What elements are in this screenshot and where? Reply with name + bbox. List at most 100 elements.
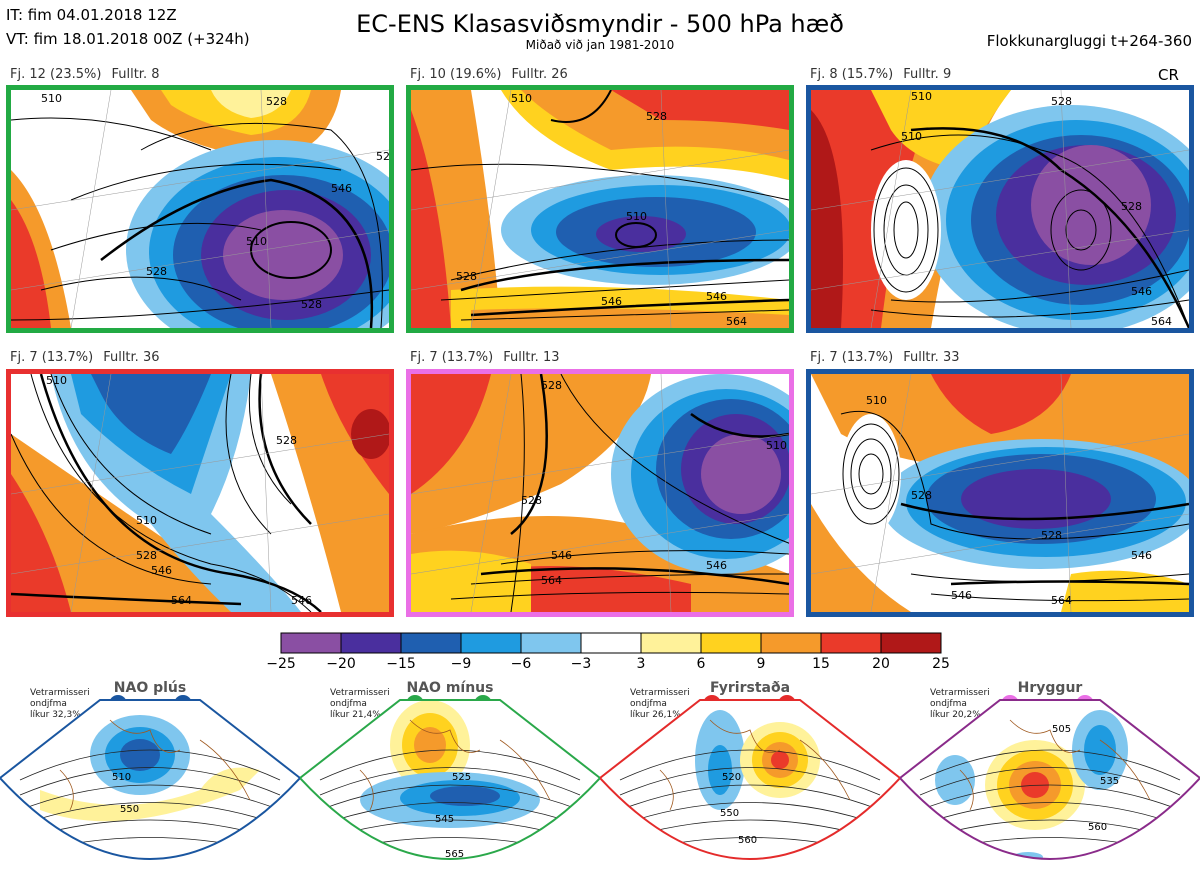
- contour-label: 510: [911, 90, 932, 103]
- contour-label: 546: [331, 182, 352, 195]
- contour-label: 528: [1121, 200, 1142, 213]
- regime-ridge: Hryggur Vetrarmisseri ondjfma líkur 20,2% …: [900, 680, 1200, 871]
- colorbar-tick-label: 9: [756, 656, 766, 672]
- page-title: EC-ENS Klasasviðsmyndir - 500 hPa hæð: [356, 10, 844, 38]
- colorbar-tick-label: −25: [266, 656, 296, 672]
- cluster-size: Fj. 7 (13.7%): [10, 350, 94, 365]
- valid-time: VT: fim 18.01.2018 00Z (+324h): [6, 30, 250, 48]
- contour-label: 510: [41, 92, 62, 105]
- isoline-label: 560: [1088, 822, 1107, 833]
- contour-label: 528: [146, 265, 167, 278]
- isoline-label: 565: [445, 849, 464, 860]
- anomaly-colorbar: [280, 632, 942, 654]
- page-subtitle: Miðað við jan 1981-2010: [525, 38, 675, 52]
- colorbar-tick-label: 25: [932, 656, 950, 672]
- isoline-label: 550: [120, 804, 139, 815]
- contour-label: 546: [551, 549, 572, 562]
- colorbar-tick-label: −6: [510, 656, 532, 672]
- contour-label: 528: [646, 110, 667, 123]
- colorbar-swatch: [460, 632, 522, 654]
- contour-label: 546: [706, 559, 727, 572]
- colorbar-swatch: [280, 632, 342, 654]
- representative: Fulltr. 13: [503, 350, 560, 365]
- regime-nao-plus: NAO plús Vetrarmisseri ondjfma líkur 32,3%…: [0, 680, 300, 871]
- isoline-label: 545: [435, 814, 454, 825]
- colorbar-swatch: [520, 632, 582, 654]
- regime-map-nao-plus: 510 550: [0, 695, 300, 860]
- contour-label: 510: [866, 394, 887, 407]
- cluster-size: Fj. 7 (13.7%): [410, 350, 494, 365]
- cluster-size: Fj. 7 (13.7%): [810, 350, 894, 365]
- init-time: IT: fim 04.01.2018 12Z: [6, 6, 177, 24]
- isoline-label: 510: [112, 772, 131, 783]
- colorbar-tick-label: −15: [386, 656, 416, 672]
- colorbar-swatch: [640, 632, 702, 654]
- contour-label: 528: [541, 379, 562, 392]
- contour-label: 564: [1051, 594, 1072, 607]
- colorbar-tick-label: −20: [326, 656, 356, 672]
- contour-label: 528: [1041, 529, 1062, 542]
- regime-title: NAO plús: [113, 680, 187, 696]
- cluster-map-6: 510 528 546 546 528 564: [806, 369, 1194, 617]
- representative: Fulltr. 8: [111, 67, 160, 82]
- contour-label: 510: [901, 130, 922, 143]
- regime-title: Hryggur: [1017, 680, 1083, 696]
- regime-title: Fyrirstaða: [709, 680, 791, 696]
- contour-label: 528: [266, 95, 287, 108]
- contour-label: 510: [46, 374, 67, 387]
- colorbar-tick-label: 3: [636, 656, 646, 672]
- representative: Fulltr. 9: [903, 67, 952, 82]
- representative: Fulltr. 26: [511, 67, 568, 82]
- cluster-size: Fj. 12 (23.5%): [10, 67, 102, 82]
- contour-label: 546: [951, 589, 972, 602]
- colorbar-swatch: [400, 632, 462, 654]
- colorbar-swatch: [820, 632, 882, 654]
- colorbar-tick-label: 15: [812, 656, 830, 672]
- colorbar-swatch: [340, 632, 402, 654]
- contour-label: 546: [291, 594, 312, 607]
- contour-label: 546: [1131, 285, 1152, 298]
- regime-map-blocking: 520 550 560: [600, 695, 900, 860]
- contour-label: 510: [511, 92, 532, 105]
- contour-label: 528: [376, 150, 389, 163]
- regime-note: Vetrarmisseri ondjfma líkur 21,4%: [330, 688, 390, 720]
- cluster-map-4: 510 528 510 546 528 564 546: [6, 369, 394, 617]
- contour-label: 510: [626, 210, 647, 223]
- contour-label: 546: [601, 295, 622, 308]
- isoline-label: 525: [452, 772, 471, 783]
- regime-nao-minus: NAO mínus Vetrarmisseri ondjfma líkur 21,4…: [300, 680, 600, 871]
- panel-label-3: Fj. 8 (15.7%) Fulltr. 9: [810, 67, 961, 82]
- cluster-size: Fj. 10 (19.6%): [410, 67, 502, 82]
- colorbar-swatch: [580, 632, 642, 654]
- regime-note: Vetrarmisseri ondjfma líkur 32,3%: [30, 688, 90, 720]
- panel-label-2: Fj. 10 (19.6%) Fulltr. 26: [410, 67, 578, 82]
- regime-map-nao-minus: 525 545 565: [300, 695, 600, 860]
- contour-label: 528: [301, 298, 322, 311]
- cluster-map-3: 510 528 510 546 528 564: [806, 85, 1194, 333]
- colorbar-swatch: [760, 632, 822, 654]
- cluster-map-5: 528 510 528 546 564 546: [406, 369, 794, 617]
- isoline-label: 560: [738, 835, 757, 846]
- regime-title: NAO mínus: [406, 680, 494, 696]
- representative: Fulltr. 36: [103, 350, 160, 365]
- contour-label: 528: [456, 270, 477, 283]
- cluster-map-1: 510 528 528 510 528 546 528: [6, 85, 394, 333]
- contour-label: 528: [136, 549, 157, 562]
- cluster-map-2: 510 528 510 528 546 546 564: [406, 85, 794, 333]
- isoline-label: 520: [722, 772, 741, 783]
- panel-label-1: Fj. 12 (23.5%) Fulltr. 8: [10, 67, 170, 82]
- contour-label: 528: [1051, 95, 1072, 108]
- isoline-label: 550: [720, 808, 739, 819]
- colorbar-tick-label: 20: [872, 656, 890, 672]
- colorbar-tick-label: −9: [450, 656, 472, 672]
- contour-label: 546: [1131, 549, 1152, 562]
- colorbar-swatch: [880, 632, 942, 654]
- cluster-size: Fj. 8 (15.7%): [810, 67, 894, 82]
- panel-label-5: Fj. 7 (13.7%) Fulltr. 13: [410, 350, 570, 365]
- contour-label: 510: [766, 439, 787, 452]
- regime-note: Vetrarmisseri ondjfma líkur 26,1%: [630, 688, 690, 720]
- isoline-label: 535: [1100, 776, 1119, 787]
- contour-label: 528: [521, 494, 542, 507]
- colorbar-swatch: [700, 632, 762, 654]
- contour-label: 510: [136, 514, 157, 527]
